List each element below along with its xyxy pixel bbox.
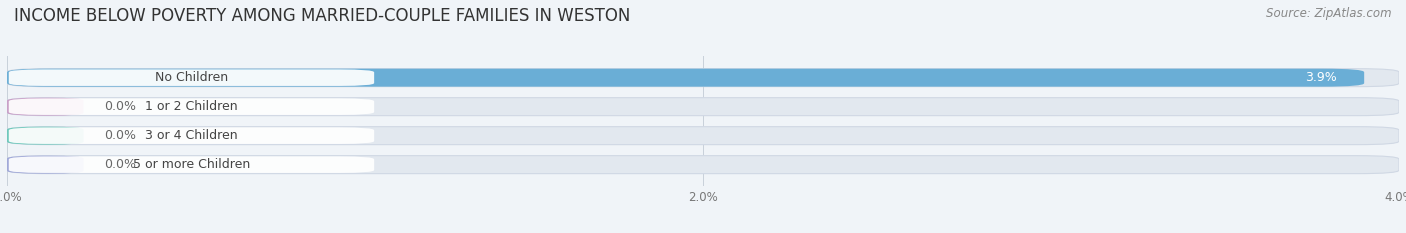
Text: INCOME BELOW POVERTY AMONG MARRIED-COUPLE FAMILIES IN WESTON: INCOME BELOW POVERTY AMONG MARRIED-COUPL… (14, 7, 630, 25)
Text: Source: ZipAtlas.com: Source: ZipAtlas.com (1267, 7, 1392, 20)
Text: 0.0%: 0.0% (104, 158, 136, 171)
FancyBboxPatch shape (8, 69, 374, 86)
Text: 0.0%: 0.0% (104, 100, 136, 113)
FancyBboxPatch shape (8, 127, 374, 144)
FancyBboxPatch shape (7, 69, 1399, 87)
FancyBboxPatch shape (7, 69, 1364, 87)
FancyBboxPatch shape (7, 98, 1399, 116)
FancyBboxPatch shape (7, 98, 83, 116)
Text: 3.9%: 3.9% (1305, 71, 1336, 84)
Text: 5 or more Children: 5 or more Children (132, 158, 250, 171)
FancyBboxPatch shape (8, 156, 374, 173)
FancyBboxPatch shape (7, 156, 1399, 174)
FancyBboxPatch shape (7, 127, 1399, 145)
FancyBboxPatch shape (8, 98, 374, 115)
Text: No Children: No Children (155, 71, 228, 84)
FancyBboxPatch shape (7, 156, 83, 174)
Text: 1 or 2 Children: 1 or 2 Children (145, 100, 238, 113)
Text: 3 or 4 Children: 3 or 4 Children (145, 129, 238, 142)
Text: 0.0%: 0.0% (104, 129, 136, 142)
FancyBboxPatch shape (7, 127, 83, 145)
